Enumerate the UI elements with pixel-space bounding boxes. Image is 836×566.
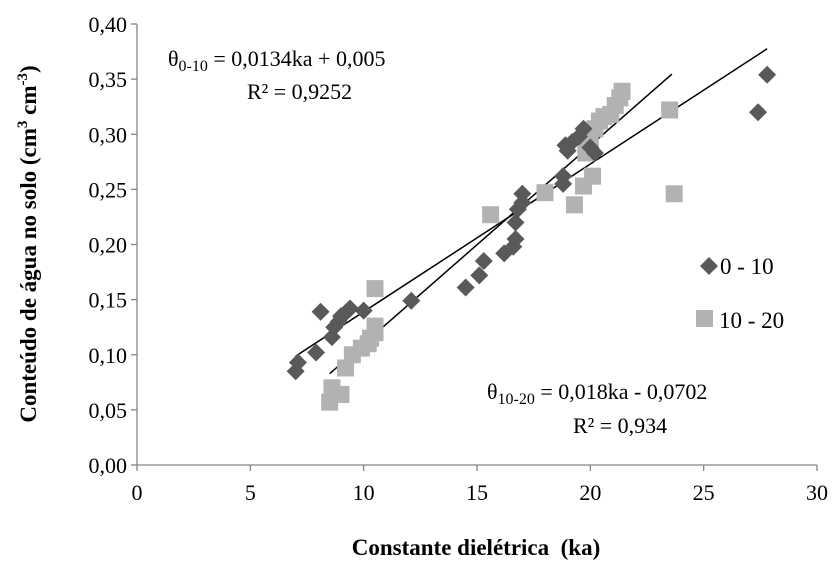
y-axis-title-sup-2: -3	[15, 73, 31, 86]
x-tick-label: 10	[353, 480, 375, 505]
point-diamond	[513, 184, 532, 203]
point-diamond	[758, 65, 777, 84]
point-square	[665, 185, 683, 203]
axes: 0 5 10 15 20 25 30 0,00 0,05 0,10 0,15 0,20 0,25 0,3…	[89, 12, 829, 505]
point-diamond	[354, 301, 373, 320]
point-square	[366, 280, 384, 298]
y-tick-label: 0,20	[89, 233, 128, 258]
y-axis-title: Conteúdo de água no solo (cm3 cm-3)	[15, 65, 41, 422]
legend-marker-diamond	[700, 257, 718, 275]
point-diamond	[506, 229, 525, 248]
y-tick-label: 0,35	[89, 67, 128, 92]
y-tick-label: 0,00	[89, 453, 128, 478]
legend-marker-square	[696, 310, 713, 327]
point-square	[661, 101, 679, 119]
trendline-0-10	[295, 48, 768, 357]
equation-annotation-0-10: θ0-10 = 0,0134ka + 0,005 R² = 0,9252	[168, 46, 385, 104]
point-square	[332, 385, 350, 403]
y-axis-ticks: 0,00 0,05 0,10 0,15 0,20 0,25 0,30 0,35 0,40	[89, 12, 137, 478]
trendlines	[295, 48, 768, 375]
point-diamond	[749, 103, 768, 122]
point-square	[613, 82, 631, 100]
equation-10-20: θ10-20 = 0,018ka - 0,0702	[487, 379, 707, 408]
point-square	[536, 184, 554, 202]
y-axis-title-sup-1: 3	[15, 121, 31, 129]
r2-0-10: R² = 0,9252	[247, 79, 352, 104]
equation-annotation-10-20: θ10-20 = 0,018ka - 0,0702 R² = 0,934	[487, 379, 707, 438]
x-tick-label: 0	[132, 480, 143, 505]
point-diamond	[474, 252, 493, 271]
point-diamond	[288, 353, 307, 372]
point-square	[337, 359, 355, 377]
y-tick-label: 0,30	[89, 122, 128, 147]
point-diamond	[554, 167, 573, 186]
x-tick-label: 20	[579, 480, 601, 505]
point-square	[565, 196, 583, 214]
equation-0-10: θ0-10 = 0,0134ka + 0,005	[168, 46, 385, 75]
legend: 0 - 10 10 - 20	[696, 254, 784, 333]
y-tick-label: 0,15	[89, 288, 128, 313]
point-diamond	[506, 213, 525, 232]
point-square	[366, 317, 384, 335]
point-diamond	[307, 343, 326, 362]
x-axis-title: Constante dielétrica (ka)	[352, 535, 601, 560]
x-tick-label: 30	[806, 480, 828, 505]
point-diamond	[311, 302, 330, 321]
y-tick-label: 0,25	[89, 177, 128, 202]
x-tick-label: 15	[466, 480, 488, 505]
r2-10-20: R² = 0,934	[573, 413, 667, 438]
point-diamond	[402, 291, 421, 310]
data-points	[286, 65, 777, 411]
point-diamond	[470, 266, 489, 285]
y-tick-label: 0,05	[89, 398, 128, 423]
legend-item-0-10: 0 - 10	[700, 254, 774, 279]
point-diamond	[341, 299, 360, 318]
x-tick-label: 5	[245, 480, 256, 505]
point-diamond	[574, 119, 593, 138]
x-tick-label: 25	[693, 480, 715, 505]
x-axis-ticks: 0 5 10 15 20 25 30	[132, 465, 828, 505]
legend-label-0-10: 0 - 10	[720, 254, 774, 279]
point-square	[584, 167, 602, 185]
point-diamond	[585, 143, 604, 162]
y-tick-label: 0,40	[89, 12, 128, 37]
trendline-10-20	[329, 73, 673, 375]
point-diamond	[456, 278, 475, 297]
point-square	[482, 206, 500, 224]
legend-item-10-20: 10 - 20	[696, 308, 784, 333]
legend-label-10-20: 10 - 20	[719, 308, 784, 333]
y-tick-label: 0,10	[89, 343, 128, 368]
